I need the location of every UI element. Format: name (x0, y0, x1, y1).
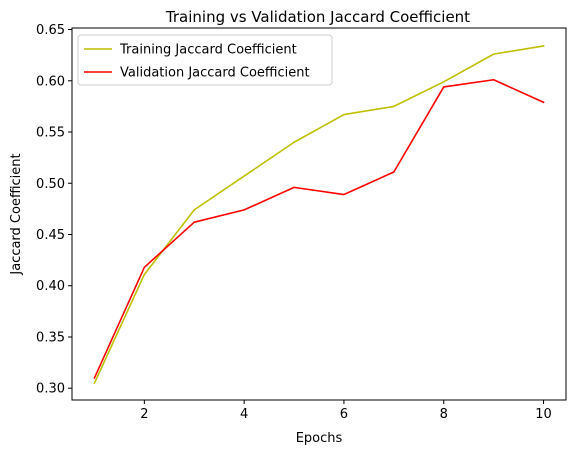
series-layer (93, 45, 545, 385)
y-tick-label: 0.40 (36, 279, 65, 294)
y-tick-label: 0.50 (36, 177, 65, 192)
x-axis: 2 4 6 8 10 (140, 400, 552, 422)
series-line-validation (93, 78, 545, 380)
y-axis-title: Jaccard Coefficient (9, 153, 24, 275)
x-tick-label: 8 (440, 407, 448, 422)
x-tick-label: 2 (140, 407, 148, 422)
plot-area (72, 28, 566, 400)
y-tick-label: 0.45 (36, 228, 65, 243)
y-axis: 0.30 0.35 0.40 0.45 0.50 0.55 0.60 0.65 (36, 23, 72, 397)
x-tick-label: 6 (340, 407, 348, 422)
series-line-training (93, 45, 545, 385)
chart-title: Training vs Validation Jaccard Coefficie… (165, 8, 470, 26)
legend-label-validation: Validation Jaccard Coefficient (120, 66, 310, 81)
legend-box (77, 34, 333, 86)
x-tick-label: 10 (535, 407, 552, 422)
x-tick-label: 4 (240, 407, 248, 422)
y-tick-label: 0.35 (36, 330, 65, 345)
plot-frame (71, 27, 567, 401)
y-tick-label: 0.65 (36, 23, 65, 38)
y-tick-label: 0.55 (36, 126, 65, 141)
x-axis-title: Epochs (296, 431, 343, 446)
legend: Training Jaccard Coefficient Validation J… (77, 34, 333, 86)
y-tick-label: 0.60 (36, 74, 65, 89)
legend-label-training: Training Jaccard Coefficient (119, 43, 297, 58)
y-tick-label: 0.30 (36, 382, 65, 397)
